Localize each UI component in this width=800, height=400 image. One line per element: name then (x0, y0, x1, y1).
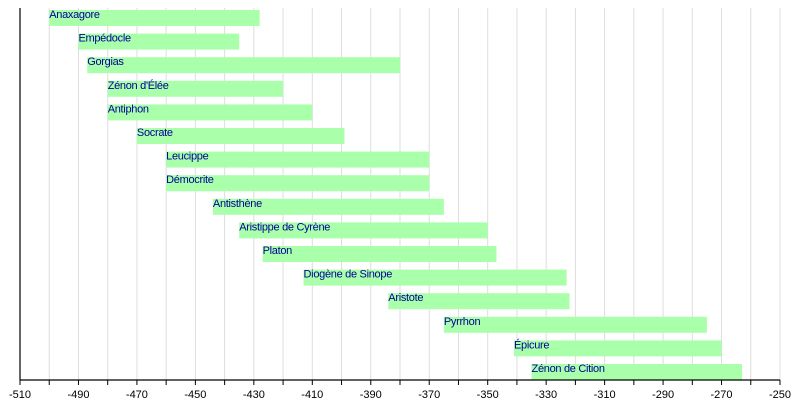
timeline-bar (212, 198, 444, 215)
timeline-bar (531, 364, 742, 380)
timeline-bar (303, 269, 567, 286)
x-tick-label: -370 (418, 389, 440, 400)
x-tick-label: -270 (711, 389, 733, 400)
timeline-bar (78, 33, 240, 50)
x-tick-label: -310 (594, 389, 616, 400)
timeline-bar (107, 104, 313, 121)
x-tick-label: -290 (652, 389, 674, 400)
bars: Anaxagore Empédocle Gorgias Zénon d'Élée Ant… (49, 9, 742, 380)
bar-label: Épicure (514, 338, 549, 351)
x-tick-label: -510 (9, 389, 31, 400)
timeline-bar (49, 10, 260, 26)
x-axis-ticks: -510 -490 -470 -450 -430 -410 -390 -370 -350 -330… (9, 380, 791, 400)
timeline-bar (107, 80, 284, 97)
x-tick-label: -450 (184, 389, 206, 400)
x-tick-label: -330 (535, 389, 557, 400)
bar-label: Diogène de Sinope (304, 269, 393, 281)
bar-label: Gorgias (87, 56, 124, 68)
x-tick-label: -430 (243, 389, 265, 400)
bar-label: Platon (263, 245, 293, 257)
bar-label: Anaxagore (49, 9, 100, 21)
x-tick-label: -350 (477, 389, 499, 400)
x-tick-label: -410 (301, 389, 323, 400)
x-tick-label: -390 (360, 389, 382, 400)
timeline-bar (443, 316, 707, 333)
x-tick-label: -470 (126, 389, 148, 400)
timeline-bar (166, 151, 430, 168)
timeline-bar (514, 340, 722, 357)
bar-label: Aristote (388, 292, 423, 304)
bar-label: Pyrrhon (444, 316, 481, 328)
bar-label: Démocrite (166, 174, 214, 186)
timeline-bar (388, 293, 570, 310)
timeline-bar (262, 246, 497, 262)
x-tick-label: -490 (67, 389, 89, 400)
bar-label: Antisthène (213, 198, 262, 210)
timeline-bar (136, 128, 345, 144)
x-tick-label: -250 (769, 389, 791, 400)
bar-label: Aristippe de Cyrène (239, 221, 330, 233)
bar-label: Empédocle (78, 33, 131, 45)
bar-label: Zénon de Cition (532, 363, 605, 375)
bar-label: Zénon d'Élée (108, 79, 169, 92)
bar-label: Antiphon (108, 103, 149, 115)
bar-label: Leucippe (166, 151, 208, 163)
timeline-bar (166, 175, 430, 192)
timeline-bar (87, 57, 400, 74)
bar-label: Socrate (137, 127, 173, 139)
timeline-bar (239, 222, 488, 239)
